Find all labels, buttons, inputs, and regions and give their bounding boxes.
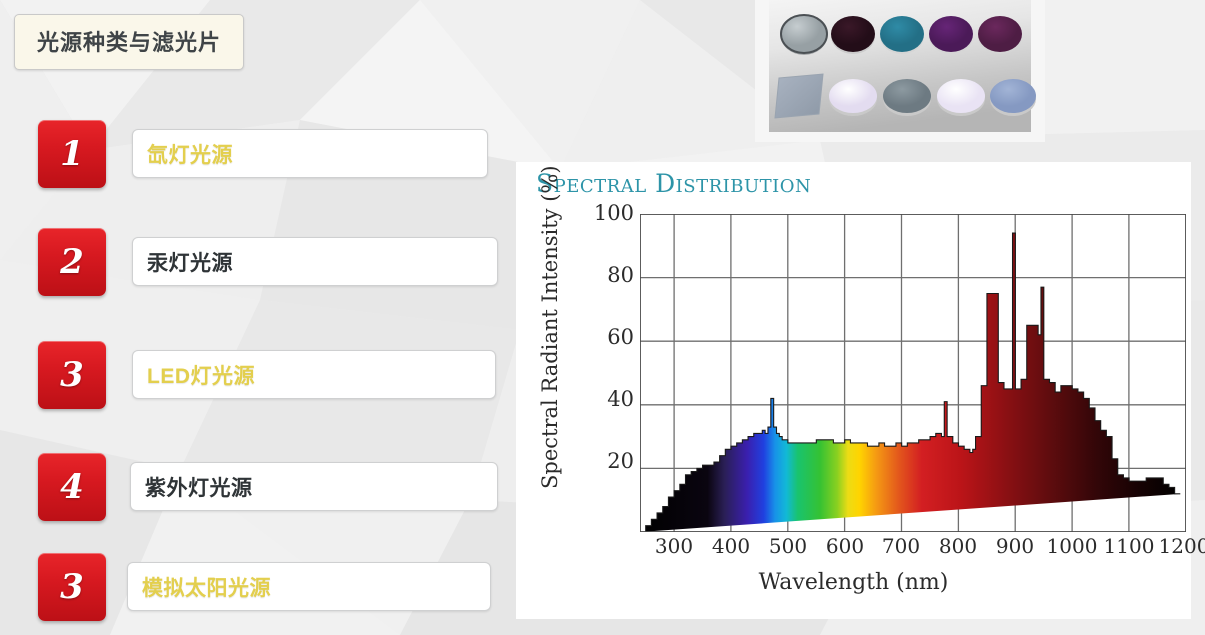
list-item-number-badge: 3 xyxy=(38,341,106,409)
spectral-distribution-chart: Spectral Distribution Spectral Radiant I… xyxy=(516,162,1205,619)
list-item[interactable]: 3 LED灯光源 xyxy=(0,341,496,409)
list-item-number-badge: 2 xyxy=(38,228,106,296)
list-item[interactable]: 2 汞灯光源 xyxy=(0,228,498,296)
y-tick: 40 xyxy=(607,387,634,411)
list-item[interactable]: 4 紫外灯光源 xyxy=(0,453,498,521)
x-tick: 600 xyxy=(825,534,865,558)
list-item-label[interactable]: 氙灯光源 xyxy=(132,129,488,178)
chart-y-ticks: 100 80 60 40 20 xyxy=(578,201,634,524)
chart-spectral-area xyxy=(640,232,1181,532)
x-tick: 700 xyxy=(881,534,921,558)
page-title: 光源种类与滤光片 xyxy=(14,14,245,70)
list-item-label[interactable]: 紫外灯光源 xyxy=(130,462,498,511)
chart-gridlines-vertical xyxy=(673,214,1130,532)
chart-plot-area xyxy=(640,214,1186,532)
y-tick: 100 xyxy=(593,201,634,225)
x-tick: 900 xyxy=(995,534,1035,558)
chart-x-ticks: 300 400 500 600 700 800 900 1000 1100 12… xyxy=(640,534,1205,562)
y-tick: 20 xyxy=(607,449,634,473)
list-item-label[interactable]: LED灯光源 xyxy=(132,350,496,399)
list-item-label[interactable]: 汞灯光源 xyxy=(132,237,498,286)
chart-title: Spectral Distribution xyxy=(536,169,812,198)
y-tick: 80 xyxy=(607,263,634,287)
chart-y-axis-label: Spectral Radiant Intensity (%) xyxy=(538,165,562,489)
x-tick: 400 xyxy=(711,534,751,558)
x-tick: 500 xyxy=(768,534,808,558)
list-item-label[interactable]: 模拟太阳光源 xyxy=(127,562,491,611)
x-tick: 1000 xyxy=(1046,534,1098,558)
list-item-number-badge: 3 xyxy=(38,553,106,621)
filter-row-top xyxy=(780,14,1022,55)
x-tick: 300 xyxy=(654,534,694,558)
list-item-number-badge: 4 xyxy=(38,453,106,521)
list-item[interactable]: 3 模拟太阳光源 xyxy=(0,553,491,621)
x-tick: 800 xyxy=(938,534,978,558)
filter-row-bottom xyxy=(774,73,1036,119)
optical-filter-set-photo xyxy=(755,0,1045,142)
list-item-number-badge: 1 xyxy=(38,120,106,188)
list-item[interactable]: 1 氙灯光源 xyxy=(0,120,490,188)
chart-x-axis-label: Wavelength (nm) xyxy=(758,570,949,595)
x-tick: 1200 xyxy=(1158,534,1205,558)
y-tick: 60 xyxy=(607,325,634,349)
x-tick: 1100 xyxy=(1103,534,1155,558)
